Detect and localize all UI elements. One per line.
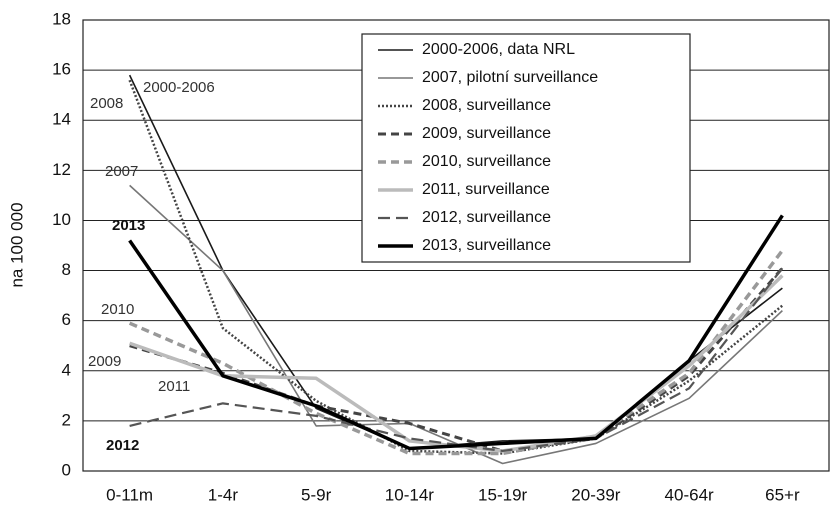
y-axis-label: na 100 000 bbox=[7, 202, 26, 287]
x-tick-label: 40-64r bbox=[665, 485, 714, 504]
legend-box bbox=[361, 33, 691, 263]
y-tick-label: 14 bbox=[52, 110, 71, 129]
annotation: 2010 bbox=[101, 301, 134, 318]
y-tick-label: 18 bbox=[52, 9, 71, 28]
x-tick-label: 65+r bbox=[765, 485, 800, 504]
annotation: 2009 bbox=[88, 353, 121, 370]
annotation: 2013 bbox=[112, 217, 145, 234]
legend-label: 2008, surveillance bbox=[422, 97, 551, 114]
y-tick-label: 16 bbox=[52, 60, 71, 79]
legend-label: 2011, surveillance bbox=[422, 181, 550, 198]
annotation: 2000-2006 bbox=[143, 79, 215, 96]
x-tick-label: 20-39r bbox=[571, 485, 620, 504]
y-tick-label: 8 bbox=[62, 260, 71, 279]
x-tick-label: 0-11m bbox=[106, 485, 153, 504]
annotation: 2007 bbox=[105, 163, 138, 180]
series-line bbox=[128, 249, 784, 456]
series-line bbox=[128, 214, 784, 451]
annotation: 2012 bbox=[106, 437, 139, 454]
series-line bbox=[129, 267, 784, 453]
legend-label: 2009, surveillance bbox=[422, 125, 551, 142]
legend-label: 2007, pilotní surveillance bbox=[422, 69, 598, 86]
y-tick-label: 6 bbox=[62, 310, 71, 329]
legend-label: 2012, surveillance bbox=[422, 209, 551, 226]
plot-frame bbox=[82, 19, 830, 472]
x-tick-label: 5-9r bbox=[301, 485, 332, 504]
annotation: 2008 bbox=[90, 95, 123, 112]
y-tick-label: 4 bbox=[62, 360, 71, 379]
y-tick-label: 2 bbox=[62, 410, 71, 429]
series-line bbox=[129, 184, 783, 465]
y-tick-label: 0 bbox=[62, 460, 71, 479]
x-tick-label: 15-19r bbox=[478, 485, 527, 504]
legend-label: 2010, surveillance bbox=[422, 153, 551, 170]
legend-label: 2000-2006, data NRL bbox=[422, 41, 575, 58]
y-tick-label: 10 bbox=[52, 210, 71, 229]
x-tick-label: 1-4r bbox=[208, 485, 239, 504]
x-tick-label: 10-14r bbox=[385, 485, 434, 504]
y-tick-label: 12 bbox=[52, 160, 71, 179]
series-line bbox=[129, 267, 784, 453]
annotation: 2011 bbox=[158, 378, 190, 395]
series-line bbox=[128, 79, 784, 455]
legend-label: 2013, surveillance bbox=[422, 237, 551, 254]
